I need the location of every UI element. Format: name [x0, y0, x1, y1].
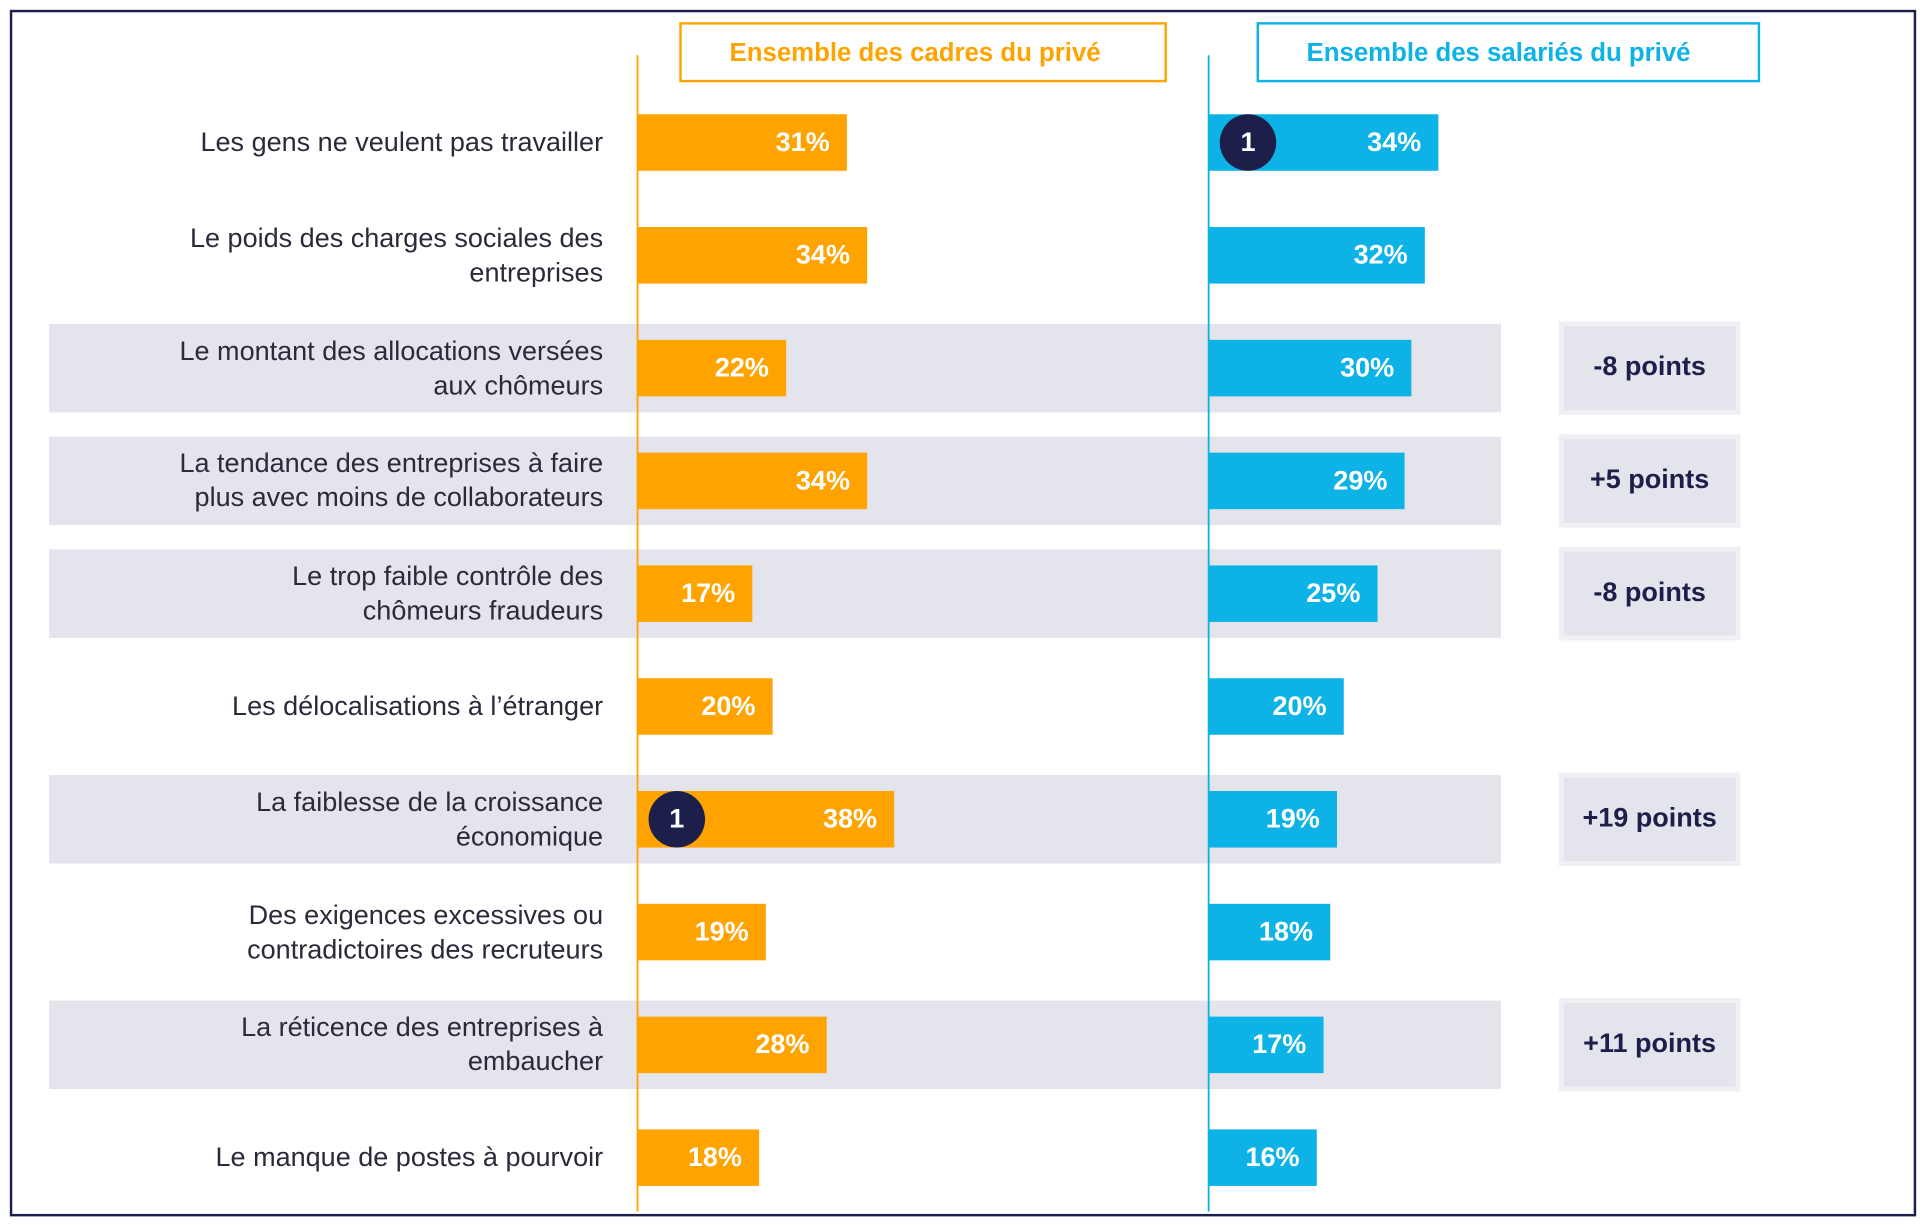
value-label: 17%	[681, 578, 735, 608]
bar	[637, 1129, 760, 1186]
category-label: Les gens ne veulent pas travailler	[200, 126, 604, 158]
bar	[1208, 339, 1412, 397]
value-label: 30%	[1340, 352, 1394, 382]
category-label: Le trop faible contrôle des chômeurs fra…	[292, 560, 604, 626]
value-label: 34%	[1367, 127, 1421, 157]
rank-label: 1	[1240, 127, 1255, 157]
legend-label: Ensemble des cadres du privé	[730, 39, 1101, 67]
value-label: 18%	[1259, 916, 1313, 946]
rank-badge	[1219, 114, 1277, 171]
bar	[1208, 1129, 1317, 1186]
category-label-box: Les gens ne veulent pas travailler	[200, 126, 604, 158]
value-label: 17%	[1252, 1029, 1306, 1059]
bar	[637, 227, 868, 284]
category-label-box: Le montant des allocations versées aux c…	[179, 334, 604, 401]
category-label: La faiblesse de la croissance économique	[256, 786, 604, 852]
bar	[1208, 791, 1338, 848]
bar	[637, 1016, 827, 1074]
category-label: La tendance des entreprises à faire plus…	[179, 447, 604, 513]
bar	[637, 678, 773, 735]
category-label-box: Le manque de postes à pourvoir	[215, 1141, 604, 1173]
header-box	[679, 22, 1167, 83]
difference-label: +5 points	[1590, 464, 1709, 494]
rank-badge	[648, 791, 706, 848]
value-label: 32%	[1354, 240, 1408, 270]
category-label: Le manque de postes à pourvoir	[215, 1141, 604, 1173]
bar	[637, 114, 847, 171]
value-label: 28%	[755, 1029, 809, 1059]
value-label: 34%	[796, 240, 850, 270]
category-label: Le montant des allocations versées aux c…	[179, 334, 604, 401]
legend-label: Ensemble des salariés du privé	[1307, 39, 1691, 67]
bar	[637, 565, 753, 622]
frame	[9, 9, 1917, 1217]
value-label: 18%	[688, 1142, 742, 1172]
value-label: 38%	[823, 804, 877, 834]
value-label: 19%	[695, 916, 749, 946]
value-label: 31%	[776, 127, 830, 157]
difference-label: -8 points	[1593, 351, 1706, 381]
bar	[1208, 227, 1425, 284]
category-label-box: Les délocalisations à l’étranger	[232, 690, 604, 722]
diff-box	[1558, 434, 1741, 528]
value-label: 20%	[701, 691, 755, 721]
value-label: 22%	[715, 352, 769, 382]
value-label: 29%	[1333, 465, 1387, 495]
value-label: 20%	[1273, 691, 1327, 721]
header-box	[1256, 22, 1761, 83]
category-label: Le poids des charges sociales des entrep…	[189, 222, 604, 288]
category-label: Les délocalisations à l’étranger	[232, 690, 604, 722]
bar	[637, 903, 766, 961]
value-label: 34%	[796, 465, 850, 495]
category-label: La réticence des entreprises à embaucher	[241, 1011, 604, 1077]
value-label: 19%	[1266, 804, 1320, 834]
category-label-box: La réticence des entreprises à embaucher	[241, 1011, 604, 1077]
category-label-box: Le trop faible contrôle des chômeurs fra…	[292, 560, 604, 626]
category-label-box: Des exigences excessives ou contradictoi…	[247, 898, 604, 965]
diff-box	[1558, 547, 1741, 641]
value-label: 16%	[1245, 1142, 1299, 1172]
bar	[1208, 565, 1378, 622]
category-label: Des exigences excessives ou contradictoi…	[247, 898, 604, 965]
bar	[1208, 452, 1405, 510]
rank-label: 1	[669, 804, 684, 834]
category-label-box: La faiblesse de la croissance économique	[256, 786, 604, 852]
bar	[1208, 1016, 1324, 1074]
value-label: 25%	[1306, 578, 1360, 608]
difference-label: +11 points	[1583, 1028, 1716, 1058]
category-label-box: Le poids des charges sociales des entrep…	[189, 222, 604, 288]
diff-box	[1558, 998, 1741, 1092]
difference-label: +19 points	[1582, 802, 1716, 832]
difference-label: -8 points	[1593, 577, 1706, 607]
bar	[1208, 678, 1344, 735]
bar	[1208, 903, 1331, 961]
bar	[637, 452, 868, 510]
category-label-box: La tendance des entreprises à faire plus…	[179, 447, 604, 513]
diff-box	[1558, 321, 1741, 415]
diff-box	[1558, 772, 1741, 866]
bar	[637, 339, 787, 397]
